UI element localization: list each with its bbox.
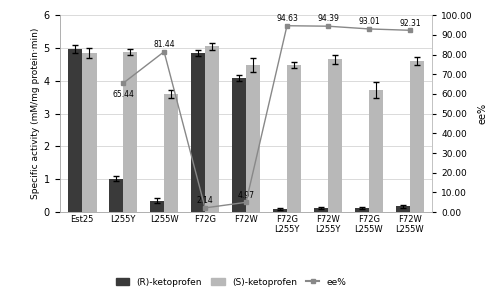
Bar bbox=[287, 65, 301, 212]
Text: 81.44: 81.44 bbox=[153, 40, 175, 49]
Text: 2.14: 2.14 bbox=[197, 196, 213, 205]
Bar bbox=[150, 201, 164, 212]
Text: 65.44: 65.44 bbox=[112, 90, 134, 99]
Y-axis label: ee%: ee% bbox=[477, 103, 487, 124]
Bar bbox=[82, 53, 96, 212]
Bar bbox=[205, 46, 219, 212]
Legend: (R)-ketoprofen, (S)-ketoprofen, ee%: (R)-ketoprofen, (S)-ketoprofen, ee% bbox=[112, 274, 350, 290]
Text: 4.97: 4.97 bbox=[238, 191, 254, 200]
Text: 92.31: 92.31 bbox=[399, 18, 420, 28]
Bar bbox=[123, 52, 138, 212]
Bar bbox=[314, 208, 328, 212]
Bar bbox=[273, 209, 287, 212]
Bar bbox=[246, 65, 260, 212]
Bar bbox=[109, 178, 123, 212]
Text: 94.63: 94.63 bbox=[276, 14, 298, 23]
Bar bbox=[354, 208, 369, 212]
Bar bbox=[164, 94, 178, 212]
Bar bbox=[369, 90, 383, 212]
Bar bbox=[410, 61, 424, 212]
Text: 94.39: 94.39 bbox=[317, 15, 339, 23]
Y-axis label: Specific activity (mM/mg protein·min): Specific activity (mM/mg protein·min) bbox=[30, 28, 39, 199]
Bar bbox=[328, 59, 342, 212]
Bar bbox=[191, 53, 205, 212]
Bar bbox=[232, 78, 246, 212]
Text: 93.01: 93.01 bbox=[358, 17, 380, 26]
Bar bbox=[396, 206, 410, 212]
Bar bbox=[68, 49, 82, 212]
